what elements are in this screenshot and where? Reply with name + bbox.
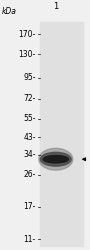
- Text: 34-: 34-: [23, 150, 36, 159]
- Text: 11-: 11-: [24, 235, 36, 244]
- Text: 55-: 55-: [23, 114, 36, 123]
- Text: 17-: 17-: [23, 202, 36, 211]
- Text: 43-: 43-: [23, 132, 36, 141]
- Ellipse shape: [43, 156, 68, 163]
- Bar: [40, 22, 83, 246]
- Text: 1: 1: [53, 2, 58, 11]
- Text: kDa: kDa: [2, 7, 17, 16]
- Text: 170-: 170-: [19, 30, 36, 39]
- Text: 130-: 130-: [19, 50, 36, 59]
- Ellipse shape: [39, 148, 73, 170]
- Ellipse shape: [40, 152, 71, 166]
- Text: 72-: 72-: [23, 94, 36, 103]
- Text: 26-: 26-: [23, 170, 36, 179]
- Text: 95-: 95-: [23, 73, 36, 82]
